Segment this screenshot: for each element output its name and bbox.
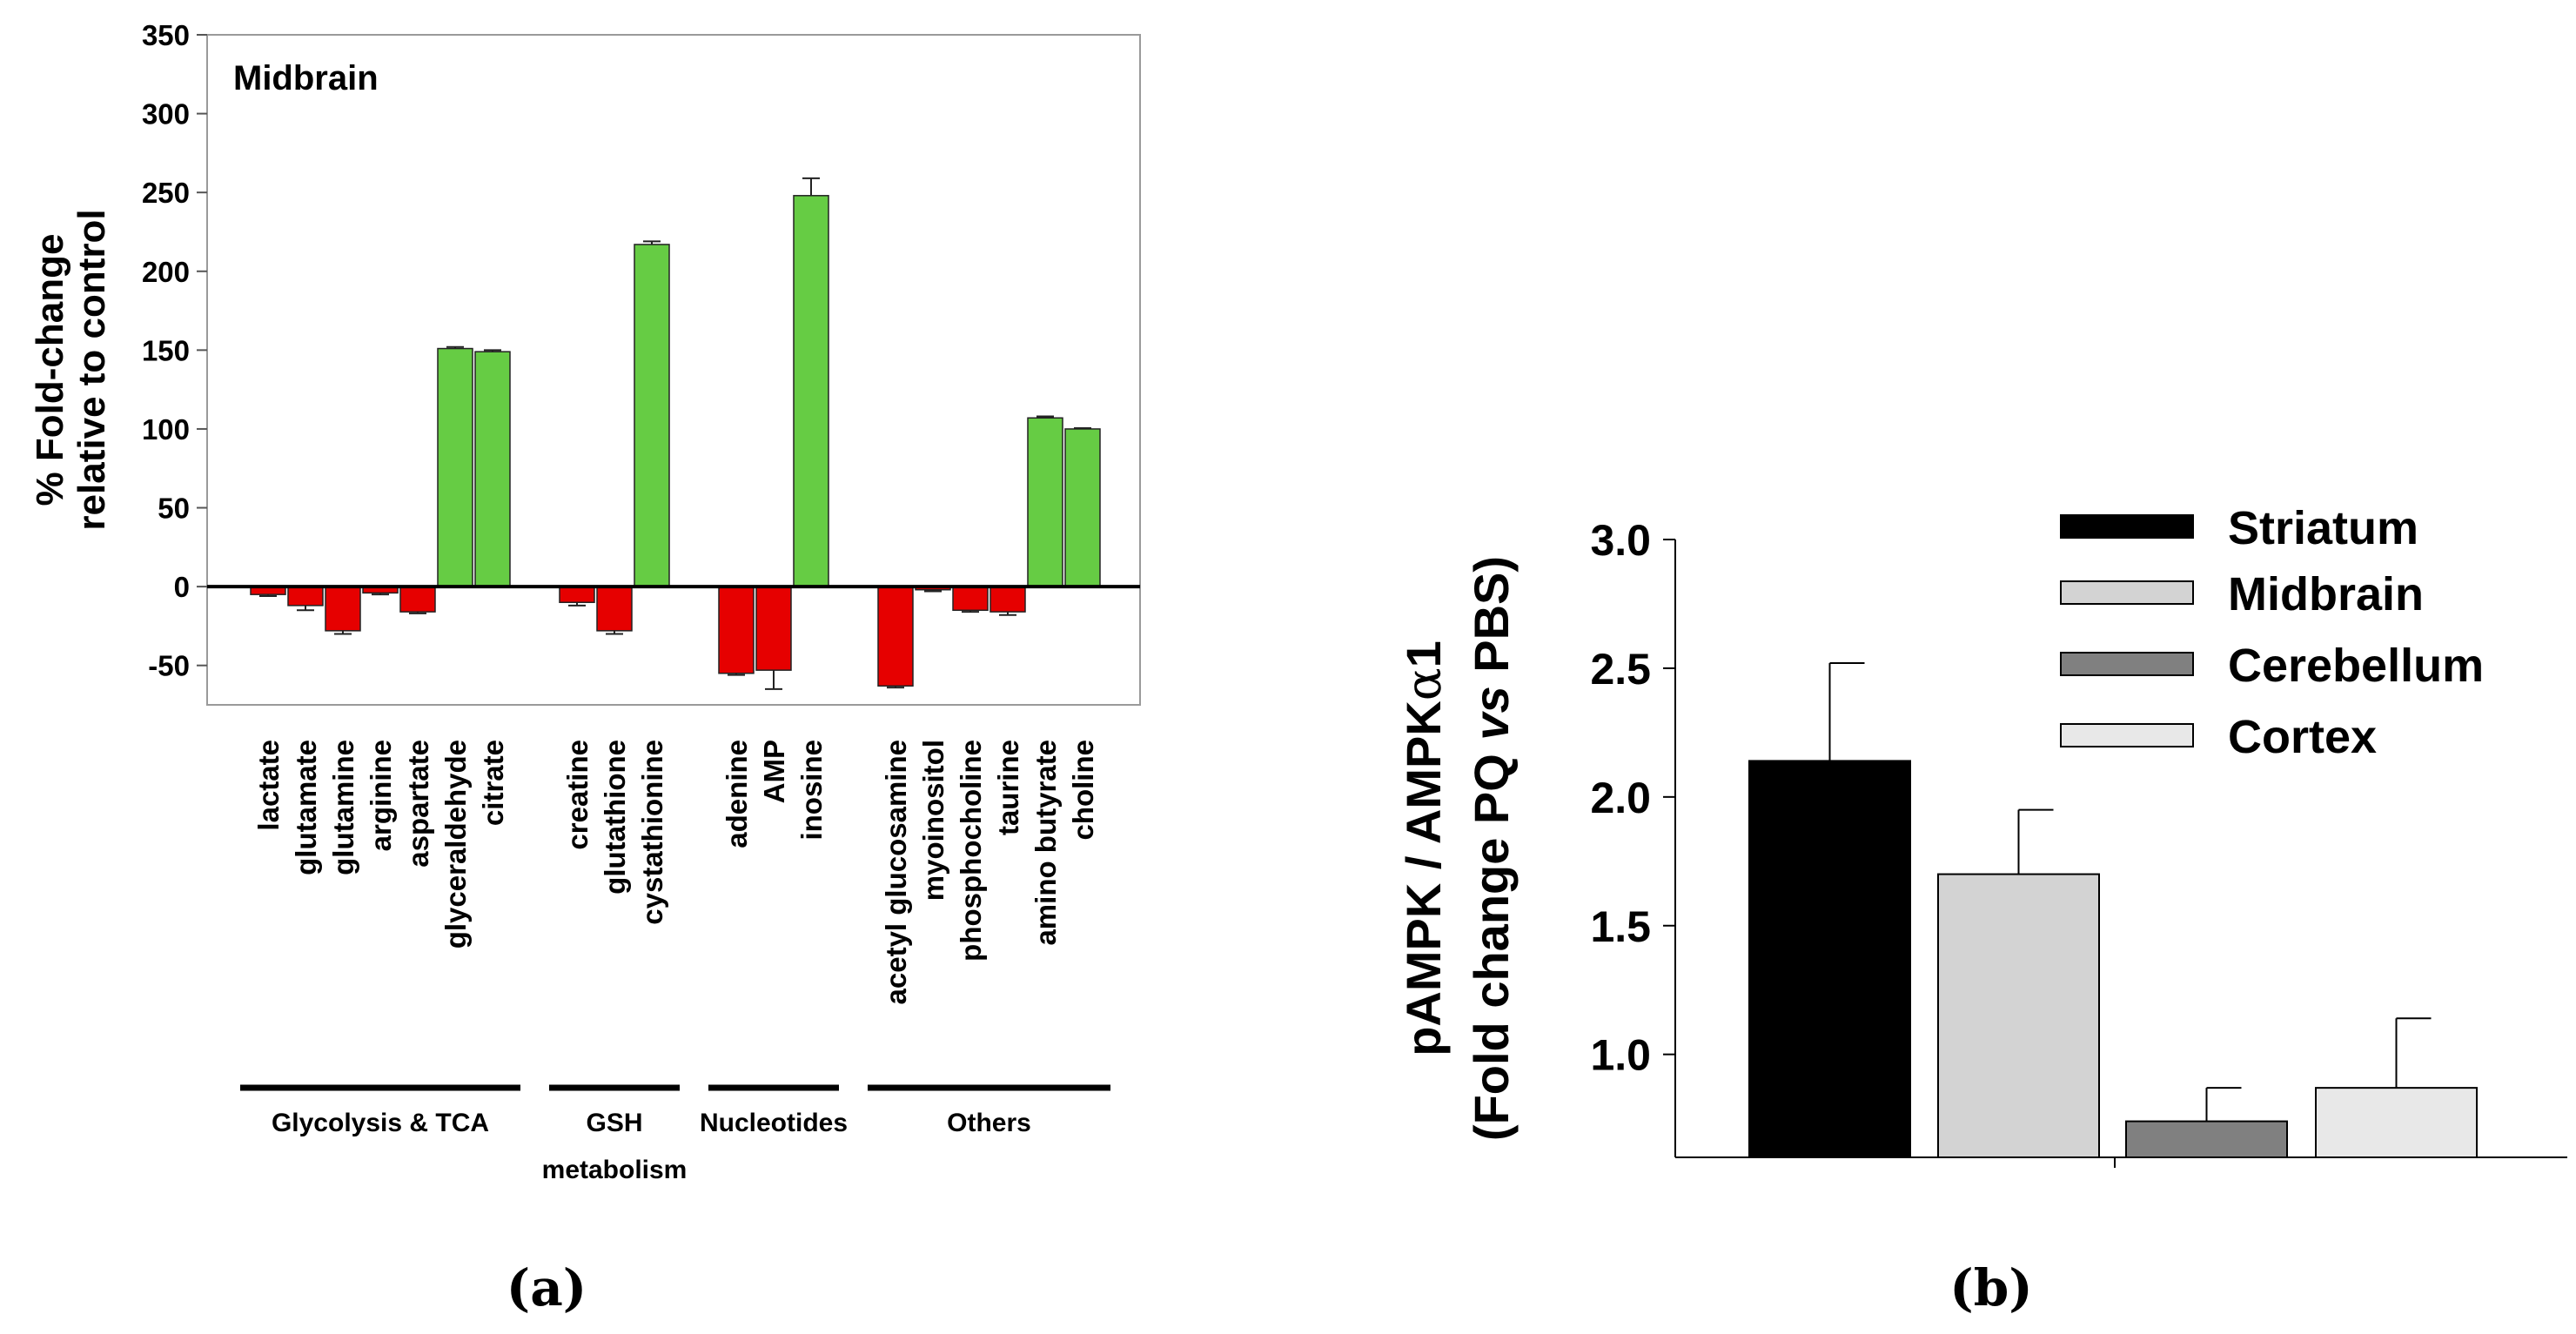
panel-b-chart: 1.0 1.5 2.0 2.5 3.0 pAMPK / AMPKα1(Fold chang… [1396, 502, 2567, 1317]
x-tick-label: glyceraldehyde [439, 740, 472, 949]
x-tick-label: taurine [992, 740, 1024, 835]
y-axis-label: % Fold-changerelative to control [29, 209, 113, 530]
bar-acetyl-glucosamine [877, 586, 914, 687]
y-tick-label: 200 [142, 256, 190, 288]
x-tick-label: acetyl glucosamine [880, 740, 912, 1004]
y-tick-label: 300 [142, 98, 190, 131]
legend-label-midbrain: Midbrain [2228, 568, 2424, 620]
y-tick-label: 150 [142, 334, 190, 366]
plot-frame [206, 34, 1141, 706]
bar-aspartate [399, 586, 436, 613]
x-tick-label: arginine [365, 740, 397, 851]
bar-AMP [755, 586, 792, 671]
legend-label-striatum: Striatum [2228, 502, 2418, 554]
bar-adenine [718, 586, 755, 674]
bar-glutamine [325, 586, 361, 632]
x-tick-label: AMP [758, 740, 790, 803]
y-tick-label: 3.0 [1590, 516, 1651, 565]
panel-caption: (b) [1949, 1258, 2032, 1317]
bar-taurine [989, 586, 1026, 613]
x-tick-label: choline [1067, 740, 1099, 841]
group-label: Others [947, 1109, 1031, 1137]
bar-striatum [1748, 760, 1911, 1159]
bar-inosine [793, 195, 829, 587]
bar-creatine [559, 586, 595, 603]
bar-citrate [474, 351, 511, 587]
x-tick-label: glutamine [327, 740, 359, 875]
bar-midbrain [1937, 873, 2100, 1158]
bar-cortex [2315, 1087, 2478, 1158]
legend-swatch-striatum [2060, 514, 2194, 539]
panel-a-chart: -50 0 50 100 150 200 250 300 350 % Fold-changerel… [29, 19, 1141, 1317]
y-tick-label: 350 [142, 19, 190, 51]
group-label: GSH metabolism [542, 1109, 688, 1184]
bar-phosphocholine [952, 586, 989, 612]
x-tick-label: aspartate [402, 740, 434, 868]
x-tick-label: adenine [721, 740, 753, 848]
x-tick-label: citrate [477, 740, 509, 826]
y-tick-label: 2.5 [1590, 645, 1651, 694]
y-tick-label: 0 [174, 571, 190, 603]
x-tick-label: inosine [795, 740, 828, 841]
legend-swatch-cerebellum [2060, 652, 2194, 676]
group-label: Nucleotides [700, 1109, 848, 1137]
y-tick-label: 50 [158, 493, 190, 525]
bar-glyceraldehyde [437, 347, 473, 587]
legend-swatch-midbrain [2060, 580, 2194, 605]
x-tick-label: cystathionine [636, 740, 668, 925]
y-tick-label: 1.0 [1590, 1031, 1651, 1080]
bar-choline [1064, 428, 1101, 587]
bar-cystathionine [634, 244, 670, 587]
y-axis-label: pAMPK / AMPKα1 [1396, 640, 1452, 1056]
bar-glutamate [287, 586, 324, 607]
legend-label-cerebellum: Cerebellum [2228, 640, 2484, 692]
x-tick-label: glutamate [290, 740, 322, 875]
legend-swatch-cortex [2060, 723, 2194, 747]
bar-amino-butyrate [1027, 417, 1063, 587]
x-tick-label: amino butyrate [1030, 740, 1062, 946]
group-label: Glycolysis & TCA [272, 1109, 489, 1137]
x-tick-label: creatine [561, 740, 594, 850]
y-tick-label: -50 [148, 650, 190, 682]
x-tick-label: phosphocholine [955, 740, 987, 962]
y-tick-label: 2.0 [1590, 774, 1651, 822]
y-axis-label-2: (Fold change PQ vs PBS) [1464, 556, 1519, 1141]
y-tick-label: 1.5 [1590, 902, 1651, 951]
x-tick-label: glutathione [599, 740, 631, 895]
x-tick-label: myoinositol [917, 740, 949, 901]
x-tick-label: lactate [252, 740, 285, 831]
bar-cerebellum [2125, 1120, 2288, 1159]
bar-glutathione [596, 586, 633, 632]
legend-label-cortex: Cortex [2228, 711, 2377, 763]
chart-title: Midbrain [233, 59, 379, 97]
panel-caption: (a) [506, 1258, 587, 1317]
y-tick-label: 250 [142, 177, 190, 209]
y-tick-label: 100 [142, 413, 190, 446]
